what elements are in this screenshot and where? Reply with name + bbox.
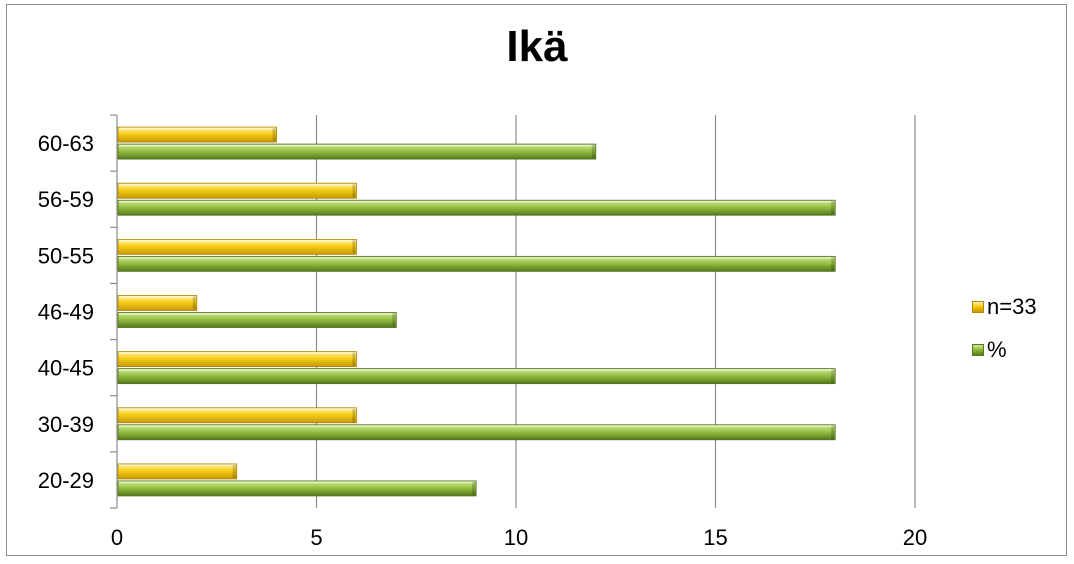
bar-percent: [117, 480, 477, 497]
legend-label-n33: n=33: [987, 294, 1037, 319]
bar-n33: [117, 351, 357, 368]
legend-label-percent: %: [987, 337, 1007, 362]
bar-n33: [117, 295, 198, 311]
bar-end-shade: [831, 201, 835, 215]
legend-item-n33: n=33: [972, 294, 1037, 320]
y-category-label: 20-29: [38, 468, 94, 493]
bar-percent: [117, 312, 397, 328]
bar-end-shade: [392, 313, 396, 327]
x-tick-label: 10: [504, 525, 528, 550]
bar-percent: [117, 143, 597, 160]
bar-end-shade: [591, 145, 595, 159]
x-tick-label: 20: [903, 525, 927, 550]
bar-percent: [117, 199, 836, 216]
bar-end-shade: [232, 464, 236, 478]
bar-end-shade: [831, 369, 835, 383]
legend-swatch-yellow: [972, 301, 984, 313]
bar-end-shade: [192, 296, 196, 310]
x-tick-label: 5: [310, 525, 322, 550]
bar-end-shade: [352, 352, 356, 366]
x-tick-label: 0: [111, 525, 123, 550]
bar-n33: [117, 126, 278, 143]
bar-end-shade: [272, 128, 276, 142]
bar-n33: [117, 182, 357, 199]
y-category-label: 50-55: [38, 243, 94, 268]
bar-end-shade: [352, 408, 356, 422]
legend-swatch-green: [972, 344, 984, 356]
x-tick-label: 15: [703, 525, 727, 550]
bar-end-shade: [831, 257, 835, 271]
bar-n33: [117, 238, 357, 255]
bar-end-shade: [472, 481, 476, 495]
y-category-label: 56-59: [38, 187, 94, 212]
y-category-label: 30-39: [38, 412, 94, 437]
bar-percent: [117, 424, 836, 441]
legend-item-percent: %: [972, 337, 1007, 363]
bar-end-shade: [831, 425, 835, 439]
bar-n33: [117, 407, 357, 424]
bar-end-shade: [352, 240, 356, 254]
chart-title: Ikä: [506, 22, 568, 71]
bar-n33: [117, 463, 238, 480]
bar-percent: [117, 368, 836, 385]
y-category-label: 60-63: [38, 131, 94, 156]
y-category-label: 46-49: [38, 300, 94, 325]
bar-end-shade: [352, 184, 356, 198]
y-category-label: 40-45: [38, 356, 94, 381]
bar-percent: [117, 255, 836, 272]
